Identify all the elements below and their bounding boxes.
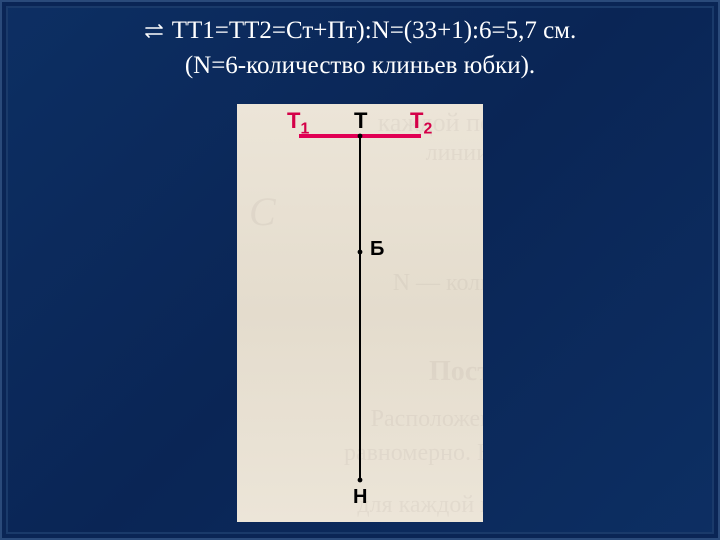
point-H [358,478,363,483]
point-B [358,250,363,255]
title-line-1: ТТ1=ТТ2=Ст+Пт):N=(33+1):6=5,7 см. [172,17,577,44]
label-T: Т [354,108,367,134]
label-T1: Т1 [287,108,309,138]
diagram-panel: каждой по линии С N — коли Пост Располож… [237,104,483,522]
label-T1-main: Т [287,108,300,133]
swap-icon [144,15,166,49]
pattern-diagram [237,104,483,522]
slide-title: ТТ1=ТТ2=Ст+Пт):N=(33+1):6=5,7 см. (N=6-к… [0,0,720,83]
label-T2-sub: 2 [423,120,432,137]
label-T1-sub: 1 [300,120,309,137]
title-line-2: (N=6-количество клиньев юбки). [185,49,535,83]
label-T2-main: Т [410,108,423,133]
label-B: Б [370,238,384,261]
label-T2: Т2 [410,108,432,138]
label-H: Н [353,486,367,509]
point-T [358,134,363,139]
